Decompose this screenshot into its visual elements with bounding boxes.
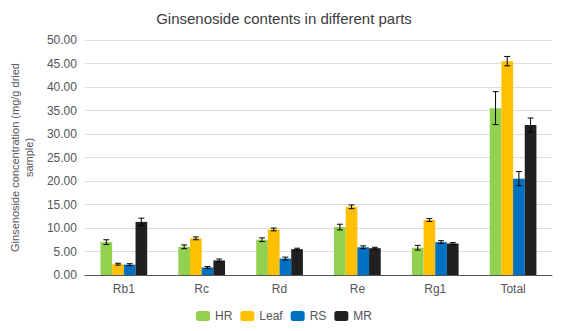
svg-text:HR: HR (215, 309, 233, 323)
svg-text:45.00: 45.00 (47, 57, 77, 71)
svg-text:Leaf: Leaf (259, 309, 283, 323)
svg-text:40.00: 40.00 (47, 80, 77, 94)
svg-text:Rg1: Rg1 (424, 282, 446, 296)
svg-text:30.00: 30.00 (47, 127, 77, 141)
svg-text:5.00: 5.00 (54, 245, 78, 259)
svg-text:Rc: Rc (194, 282, 209, 296)
svg-text:50.00: 50.00 (47, 33, 77, 47)
svg-text:sample): sample) (23, 138, 35, 177)
svg-text:RS: RS (310, 309, 327, 323)
svg-text:10.00: 10.00 (47, 221, 77, 235)
svg-text:25.00: 25.00 (47, 151, 77, 165)
svg-text:20.00: 20.00 (47, 174, 77, 188)
svg-text:Ginsenoside contents in differ: Ginsenoside contents in different parts (156, 10, 412, 27)
svg-text:15.00: 15.00 (47, 198, 77, 212)
svg-text:Rb1: Rb1 (113, 282, 135, 296)
svg-text:Ginsenoside concentration (mg/: Ginsenoside concentration (mg/g dried (9, 63, 21, 252)
svg-text:Rd: Rd (272, 282, 287, 296)
svg-text:Total: Total (500, 282, 525, 296)
svg-text:Re: Re (350, 282, 366, 296)
svg-text:MR: MR (353, 309, 372, 323)
svg-text:35.00: 35.00 (47, 104, 77, 118)
svg-text:0.00: 0.00 (54, 268, 78, 282)
